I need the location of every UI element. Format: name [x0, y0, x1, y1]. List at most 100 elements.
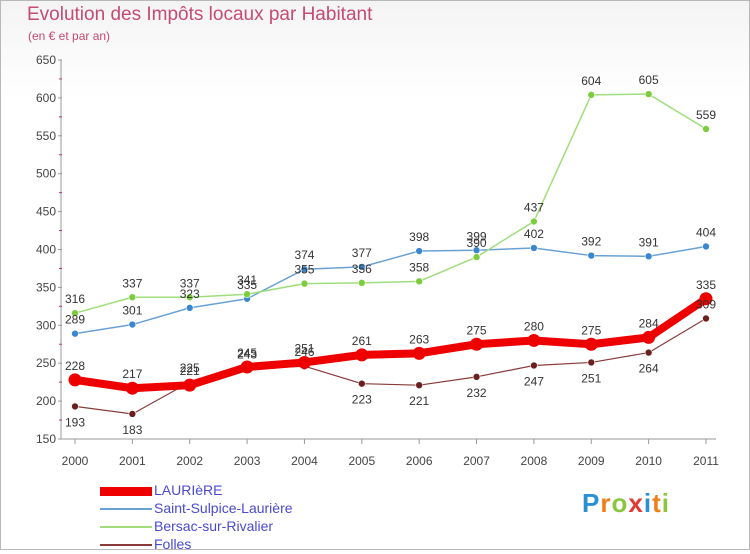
logo-letter: i	[643, 488, 653, 518]
data-point	[68, 373, 82, 387]
x-tick-label: 2000	[62, 454, 89, 468]
data-label: 559	[696, 108, 716, 122]
data-label: 280	[524, 319, 544, 333]
y-tick-label: 350	[36, 280, 56, 294]
data-label: 251	[581, 371, 601, 385]
data-label: 264	[639, 362, 659, 376]
data-point	[702, 125, 710, 133]
data-point	[128, 410, 137, 418]
data-point	[415, 381, 423, 389]
x-tick-label: 2009	[578, 454, 605, 468]
data-label: 243	[237, 348, 257, 362]
data-label: 374	[294, 248, 314, 262]
data-point	[699, 292, 713, 306]
data-point	[530, 217, 538, 226]
data-point	[125, 381, 139, 395]
data-point	[300, 265, 309, 274]
data-point	[415, 277, 423, 286]
data-point	[642, 330, 656, 344]
data-label: 377	[352, 246, 372, 260]
data-label: 225	[180, 361, 200, 375]
chart-title: Evolution des Impôts locaux par Habitant	[27, 4, 373, 25]
y-tick-label: 600	[36, 91, 56, 105]
series-line-3	[74, 317, 707, 415]
legend-swatch	[100, 508, 152, 510]
data-label: 402	[524, 227, 544, 241]
data-label: 309	[696, 297, 716, 311]
data-label: 437	[524, 200, 544, 214]
data-point	[702, 242, 710, 251]
data-point	[185, 304, 194, 312]
data-point	[358, 279, 366, 287]
x-tick-label: 2005	[348, 454, 375, 468]
data-point	[243, 290, 251, 299]
legend-swatch	[100, 544, 152, 546]
data-point	[472, 373, 481, 381]
proxiti-logo: Proxiti	[582, 488, 670, 519]
data-point	[412, 346, 426, 360]
data-label: 399	[467, 229, 487, 243]
legend-swatch	[100, 486, 152, 496]
y-tick-label: 300	[36, 318, 56, 332]
y-tick-label: 650	[36, 53, 56, 67]
data-label: 261	[352, 334, 372, 348]
data-point	[358, 379, 366, 388]
data-point	[702, 314, 710, 323]
x-tick-label: 2010	[635, 454, 662, 468]
data-point	[472, 253, 481, 261]
data-point	[300, 279, 309, 288]
data-label: 263	[409, 332, 429, 346]
data-point	[71, 309, 79, 317]
data-point	[530, 244, 538, 252]
data-label: 221	[409, 394, 429, 408]
y-tick-label: 500	[36, 167, 56, 181]
data-label: 316	[65, 292, 85, 306]
legend-label: Folles	[154, 536, 192, 552]
data-label: 232	[467, 386, 487, 400]
data-point	[297, 355, 311, 369]
data-point	[415, 247, 423, 255]
y-tick-label: 150	[36, 432, 56, 446]
x-tick-label: 2002	[176, 454, 203, 468]
logo-letter: i	[661, 488, 670, 518]
data-label: 392	[581, 235, 601, 249]
data-label: 605	[639, 73, 659, 87]
data-point	[644, 348, 653, 357]
data-label: 404	[696, 225, 716, 239]
data-label: 275	[467, 323, 487, 337]
chart-subtitle: (en € et par an)	[28, 29, 111, 43]
logo-letter: x	[628, 488, 644, 518]
data-label: 301	[122, 304, 142, 318]
x-tick-label: 2011	[693, 454, 719, 468]
data-label: 275	[581, 323, 601, 337]
series-line-1	[74, 245, 707, 335]
data-label: 246	[294, 345, 314, 359]
data-label: 289	[65, 313, 85, 327]
logo-letter: t	[652, 488, 662, 518]
data-point	[358, 263, 366, 271]
data-point	[644, 252, 653, 261]
data-point	[240, 360, 254, 374]
data-label: 337	[122, 276, 142, 290]
x-tick-label: 2006	[406, 454, 433, 468]
data-point	[355, 348, 369, 362]
data-label: 355	[294, 263, 314, 277]
data-label: 337	[180, 276, 200, 290]
series-line-2	[74, 93, 707, 314]
logo-letter: o	[611, 488, 629, 518]
data-point	[587, 358, 596, 367]
x-tick-label: 2008	[521, 454, 548, 468]
legend-label: LAURIèRE	[154, 482, 223, 498]
x-tick-label: 2004	[291, 454, 318, 468]
logo-letter: P	[582, 488, 601, 518]
x-tick-label: 2001	[119, 454, 146, 468]
data-label: 390	[467, 236, 487, 250]
data-label: 228	[65, 359, 85, 373]
legend-label: Bersac-sur-Rivalier	[154, 518, 274, 534]
data-point	[71, 329, 79, 338]
data-point	[527, 333, 541, 347]
data-point	[587, 91, 596, 99]
data-point	[584, 337, 598, 351]
data-label: 341	[237, 273, 257, 287]
y-tick-label: 400	[36, 243, 56, 257]
